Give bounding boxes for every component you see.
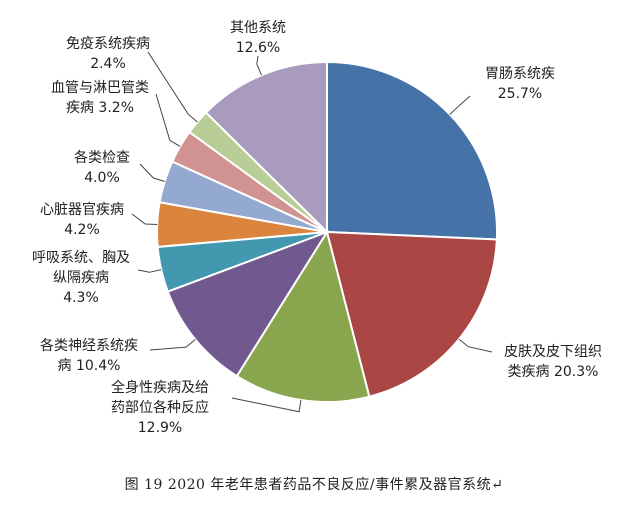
leader-line-4 bbox=[137, 269, 162, 273]
slice-label-8: 免疫系统疾病 2.4% bbox=[66, 36, 150, 72]
slice-label-9: 其他系统 12.6% bbox=[230, 20, 286, 56]
slice-label-5: 心脏器官疾病 4.2% bbox=[40, 202, 124, 238]
slice-label-4: 呼吸系统、胸及 纵隔疾病 4.3% bbox=[32, 250, 130, 306]
pie-slice-3 bbox=[166, 230, 330, 378]
leader-line-2 bbox=[231, 397, 302, 413]
slice-label-1: 皮肤及皮下组织 类疾病 20.3% bbox=[504, 344, 602, 380]
leader-line-0 bbox=[449, 95, 471, 115]
pie-canvas bbox=[131, 51, 498, 413]
leader-line-6 bbox=[139, 163, 165, 182]
pie-slice-9 bbox=[204, 60, 328, 235]
leader-line-5 bbox=[131, 213, 158, 225]
slice-label-0: 胃肠系统疾 25.7% bbox=[485, 66, 555, 102]
slice-label-2: 全身性疾病及给 药部位各种反应 12.9% bbox=[111, 380, 209, 436]
pie-slice-2 bbox=[235, 229, 371, 404]
figure-caption: 图 19 2020 年老年患者药品不良反应/事件累及器官系统↵ bbox=[124, 477, 504, 493]
leader-line-7 bbox=[155, 93, 181, 147]
slice-label-7: 血管与淋巴管类 疾病 3.2% bbox=[51, 80, 149, 116]
leader-line-3 bbox=[149, 339, 196, 351]
slice-label-3: 各类神经系统疾 病 10.4% bbox=[40, 338, 138, 374]
leader-line-9 bbox=[256, 55, 262, 76]
slice-label-6: 各类检查 4.0% bbox=[74, 150, 130, 186]
leader-line-8 bbox=[147, 51, 198, 123]
leader-line-1 bbox=[458, 338, 493, 353]
